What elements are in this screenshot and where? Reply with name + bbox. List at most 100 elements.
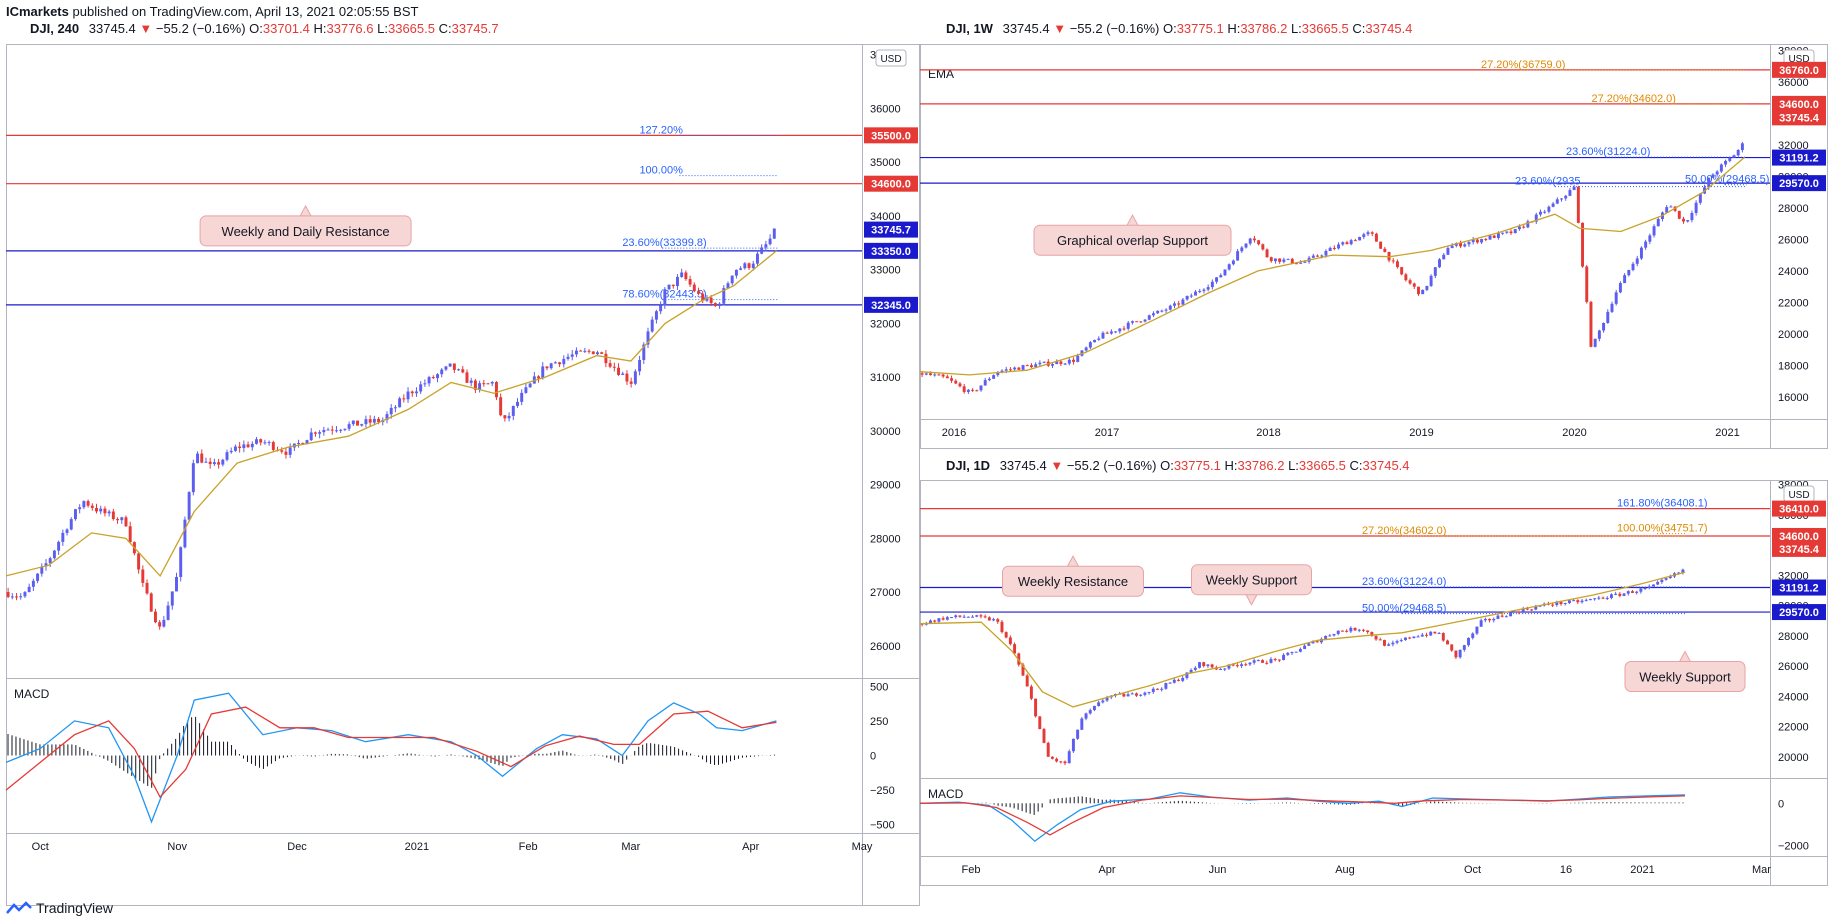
h4-o-val: 33701.4 [262,21,310,36]
w-candle-body [1164,309,1168,311]
d-candle-body [1282,654,1286,661]
h4-y-tick-label: 26000 [870,641,901,653]
w-currency-label: USD [1788,54,1809,65]
d-o-val: 33775.1 [1173,458,1221,473]
d-candle-body [1050,756,1054,759]
d-candle-body [1395,641,1399,643]
h4-candle-body [743,263,747,269]
h4-candle-body [233,446,237,451]
w-y-tick-label: 32000 [1778,140,1809,152]
d-candle-body [1588,599,1592,601]
h4-o-label: O: [249,21,263,36]
h4-candle-body [440,369,444,375]
h4-candle-body [111,511,115,520]
d-y-tick-label: 32000 [1778,570,1809,582]
w-candle-body [1072,359,1076,362]
w-candle-body [996,372,1000,376]
d-candle-body [1652,584,1655,587]
h4-candle-body [103,508,107,514]
h4-candle-body [545,366,549,369]
h4-candle-body [65,529,69,533]
h4-candle-body [730,275,734,284]
w-candle-body [971,389,975,391]
w-candle-body [1114,331,1118,333]
h4-candle-body [511,405,515,416]
d-candle-body [1160,688,1164,690]
d-candle-body [1055,758,1059,762]
d-candle-body [1038,716,1042,730]
h4-candle-body [553,362,557,364]
w-candle-body [1614,292,1618,304]
h4-candle-body [52,550,56,559]
d-candle-body [937,618,941,622]
h4-candle-body [726,283,730,289]
w-candle-body [1560,198,1563,200]
d-candle-body [1042,729,1046,743]
h4-candle-body [368,419,372,423]
h4-candle-body [246,444,250,448]
d-y-tick-label: 24000 [1778,691,1809,703]
w-candle-body [1139,321,1143,323]
w-candle-body [983,380,987,386]
w-candle-body [1446,248,1450,255]
w-candle-body [987,378,991,381]
w-candle-body [1665,207,1669,213]
d-candle-body [1530,609,1534,611]
h4-candle-body [772,228,776,239]
h4-candle-body [128,526,132,543]
w-candle-body [1332,247,1336,249]
w-candle-body [1168,305,1172,310]
w-candle-body [1480,239,1484,243]
publisher-name: ICmarkets [6,4,69,19]
d-candle-body [1593,598,1597,600]
d-y-tick-label: 20000 [1778,752,1809,764]
h4-candle-body [31,580,35,587]
d-c-val: 33745.4 [1362,458,1410,473]
w-candle-body [1374,233,1378,242]
d-candle-body [1298,648,1302,652]
d-candle-body [1046,742,1050,757]
h4-x-tick-label: May [852,841,873,853]
w-candle-body [920,373,924,375]
h4-candle-body [86,501,90,506]
h4-candle-body [326,429,330,431]
w-candle-body [1273,258,1277,262]
w-candle-body [1122,328,1126,330]
w-y-tick-label: 18000 [1778,360,1809,372]
d-candle-body [929,620,932,624]
w-candle-body [1724,160,1728,165]
w-candle-body [1316,255,1319,257]
d-level-tag [1772,527,1826,544]
w-fib-label: 23.60%(2935 [1515,176,1580,188]
w-indicator-label: EMA [928,67,954,81]
w-candle-body [1118,328,1122,332]
h4-candle-body [280,450,284,452]
h4-candle-body [288,447,292,455]
d-candle-body [1420,634,1424,637]
h4-level-label: 32345.0 [871,300,911,312]
d-candle-body [1534,606,1538,610]
w-candle-body [1438,259,1441,268]
w-candle-body [1000,370,1004,373]
w-candle-body [1198,290,1202,292]
d-candle-body [941,618,945,620]
w-candle-body [1618,283,1622,293]
h4-candle-body [364,419,368,425]
tradingview-footer[interactable]: TradingView [6,900,113,916]
h4-candle-body [95,507,98,512]
d-candle-body [1332,633,1336,636]
h4-macd-tick: −250 [870,785,895,797]
d-candle-body [1605,597,1609,599]
callout-box [1002,565,1144,597]
h4-candle-body [238,446,242,449]
h4-candle-body [739,268,743,270]
w-candle-body [1484,239,1488,241]
h4-candle-body [204,461,208,463]
tradingview-logo-icon [6,901,32,914]
w-candle-body [1698,193,1702,203]
d-candle-body [1660,579,1664,582]
w-candle-body [1433,267,1437,276]
d-candle-body [1618,593,1622,596]
w-candle-body [1151,313,1155,316]
